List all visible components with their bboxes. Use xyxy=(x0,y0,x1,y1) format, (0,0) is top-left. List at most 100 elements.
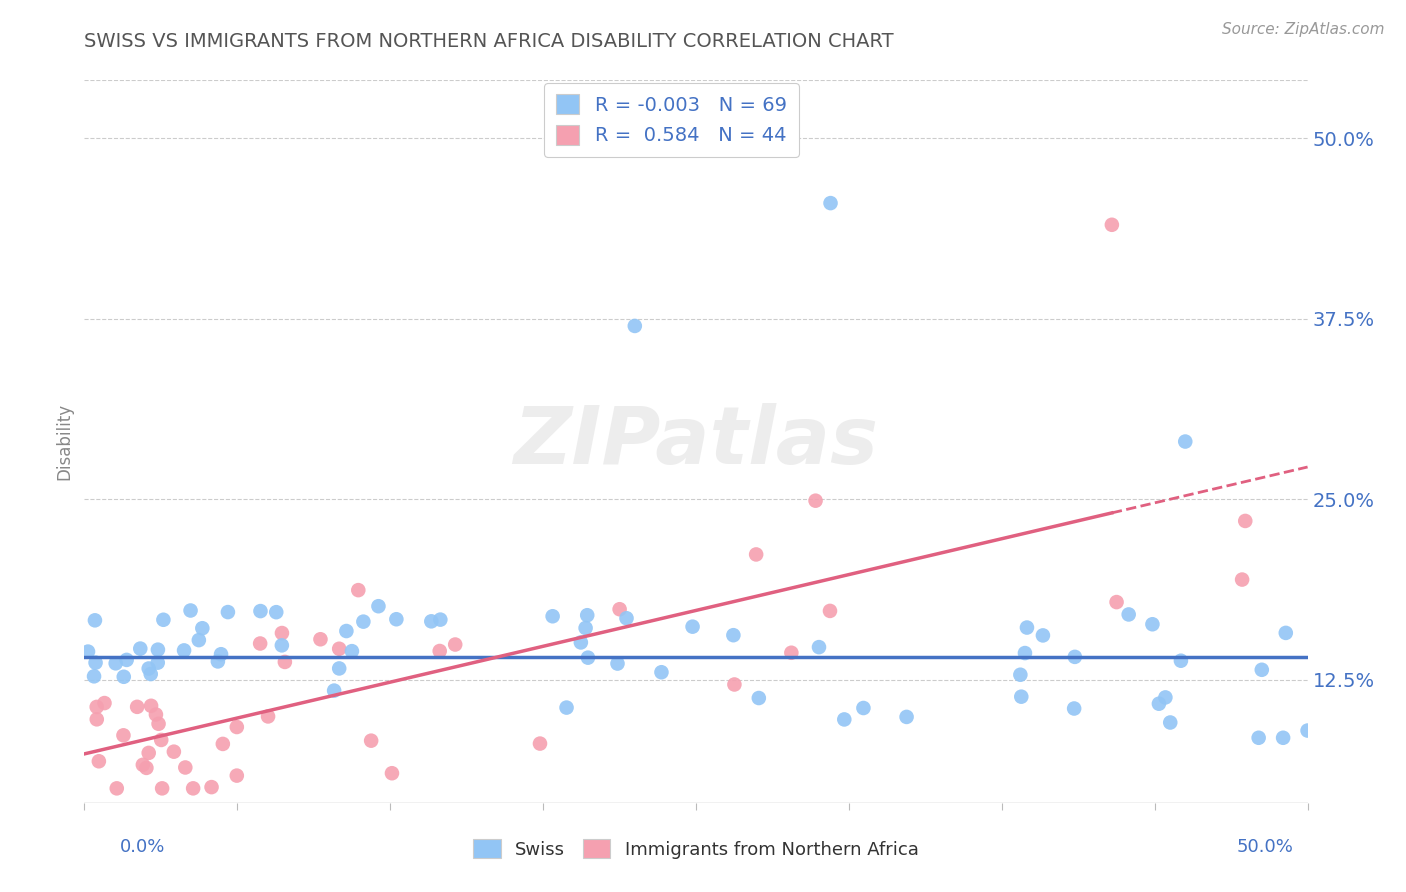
Point xyxy=(139,698,162,713)
Point xyxy=(1275,626,1298,640)
Point xyxy=(84,613,107,627)
Point xyxy=(1010,690,1032,704)
Point xyxy=(86,712,108,726)
Point xyxy=(225,769,247,783)
Point xyxy=(249,636,271,650)
Point xyxy=(616,611,638,625)
Text: 0.0%: 0.0% xyxy=(120,838,165,856)
Point xyxy=(1118,607,1140,622)
Point xyxy=(1014,646,1036,660)
Point xyxy=(274,655,297,669)
Point xyxy=(1142,617,1164,632)
Text: 50.0%: 50.0% xyxy=(1237,838,1294,856)
Point xyxy=(624,318,647,333)
Point xyxy=(174,760,197,774)
Point xyxy=(723,628,745,642)
Point xyxy=(807,640,830,654)
Point xyxy=(1234,514,1257,528)
Point xyxy=(309,632,332,647)
Point xyxy=(86,699,108,714)
Point xyxy=(112,670,135,684)
Point xyxy=(257,709,280,723)
Point xyxy=(139,667,162,681)
Point xyxy=(352,615,374,629)
Point xyxy=(129,641,152,656)
Point xyxy=(335,624,357,638)
Point xyxy=(135,761,157,775)
Point xyxy=(576,608,599,623)
Point xyxy=(429,644,451,658)
Point xyxy=(606,657,628,671)
Point xyxy=(1154,690,1177,705)
Point xyxy=(323,683,346,698)
Point xyxy=(340,644,363,658)
Point xyxy=(180,603,202,617)
Point xyxy=(270,638,292,652)
Point xyxy=(360,733,382,747)
Point xyxy=(1010,667,1032,681)
Y-axis label: Disability: Disability xyxy=(55,403,73,480)
Point xyxy=(138,661,160,675)
Point xyxy=(1063,649,1085,664)
Point xyxy=(105,781,128,796)
Point xyxy=(1272,731,1295,745)
Point xyxy=(1230,573,1253,587)
Point xyxy=(650,665,672,680)
Point xyxy=(820,196,842,211)
Text: ZIPatlas: ZIPatlas xyxy=(513,402,879,481)
Point xyxy=(723,677,745,691)
Point xyxy=(1015,621,1038,635)
Point xyxy=(780,646,803,660)
Point xyxy=(1250,663,1272,677)
Point xyxy=(87,754,110,768)
Point xyxy=(1101,218,1123,232)
Point xyxy=(1174,434,1197,449)
Point xyxy=(217,605,239,619)
Point xyxy=(264,605,287,619)
Point xyxy=(444,638,467,652)
Point xyxy=(804,493,827,508)
Point xyxy=(84,656,107,670)
Point xyxy=(609,602,631,616)
Point xyxy=(385,612,408,626)
Point xyxy=(328,661,350,675)
Point xyxy=(132,757,155,772)
Point xyxy=(83,669,105,683)
Text: Source: ZipAtlas.com: Source: ZipAtlas.com xyxy=(1222,22,1385,37)
Point xyxy=(381,766,404,780)
Point xyxy=(569,635,592,649)
Point xyxy=(112,728,135,742)
Point xyxy=(1296,723,1319,738)
Point xyxy=(1032,628,1054,642)
Point xyxy=(249,604,271,618)
Point xyxy=(555,700,578,714)
Point xyxy=(209,647,232,661)
Point xyxy=(748,691,770,706)
Point xyxy=(127,699,149,714)
Point xyxy=(145,707,167,722)
Point xyxy=(152,613,174,627)
Point xyxy=(1247,731,1270,745)
Point xyxy=(93,696,115,710)
Point xyxy=(163,745,186,759)
Point xyxy=(852,701,875,715)
Point xyxy=(420,615,443,629)
Point xyxy=(200,780,222,794)
Point xyxy=(104,657,127,671)
Point xyxy=(225,720,247,734)
Text: SWISS VS IMMIGRANTS FROM NORTHERN AFRICA DISABILITY CORRELATION CHART: SWISS VS IMMIGRANTS FROM NORTHERN AFRICA… xyxy=(84,32,894,52)
Point xyxy=(896,710,918,724)
Point xyxy=(146,656,169,670)
Point xyxy=(207,654,229,668)
Point xyxy=(1063,701,1085,715)
Point xyxy=(367,599,389,614)
Point xyxy=(1159,715,1181,730)
Legend: Swiss, Immigrants from Northern Africa: Swiss, Immigrants from Northern Africa xyxy=(467,832,925,866)
Point xyxy=(574,621,596,635)
Point xyxy=(682,620,704,634)
Point xyxy=(211,737,233,751)
Point xyxy=(187,633,209,648)
Point xyxy=(429,613,451,627)
Point xyxy=(328,641,350,656)
Point xyxy=(115,653,138,667)
